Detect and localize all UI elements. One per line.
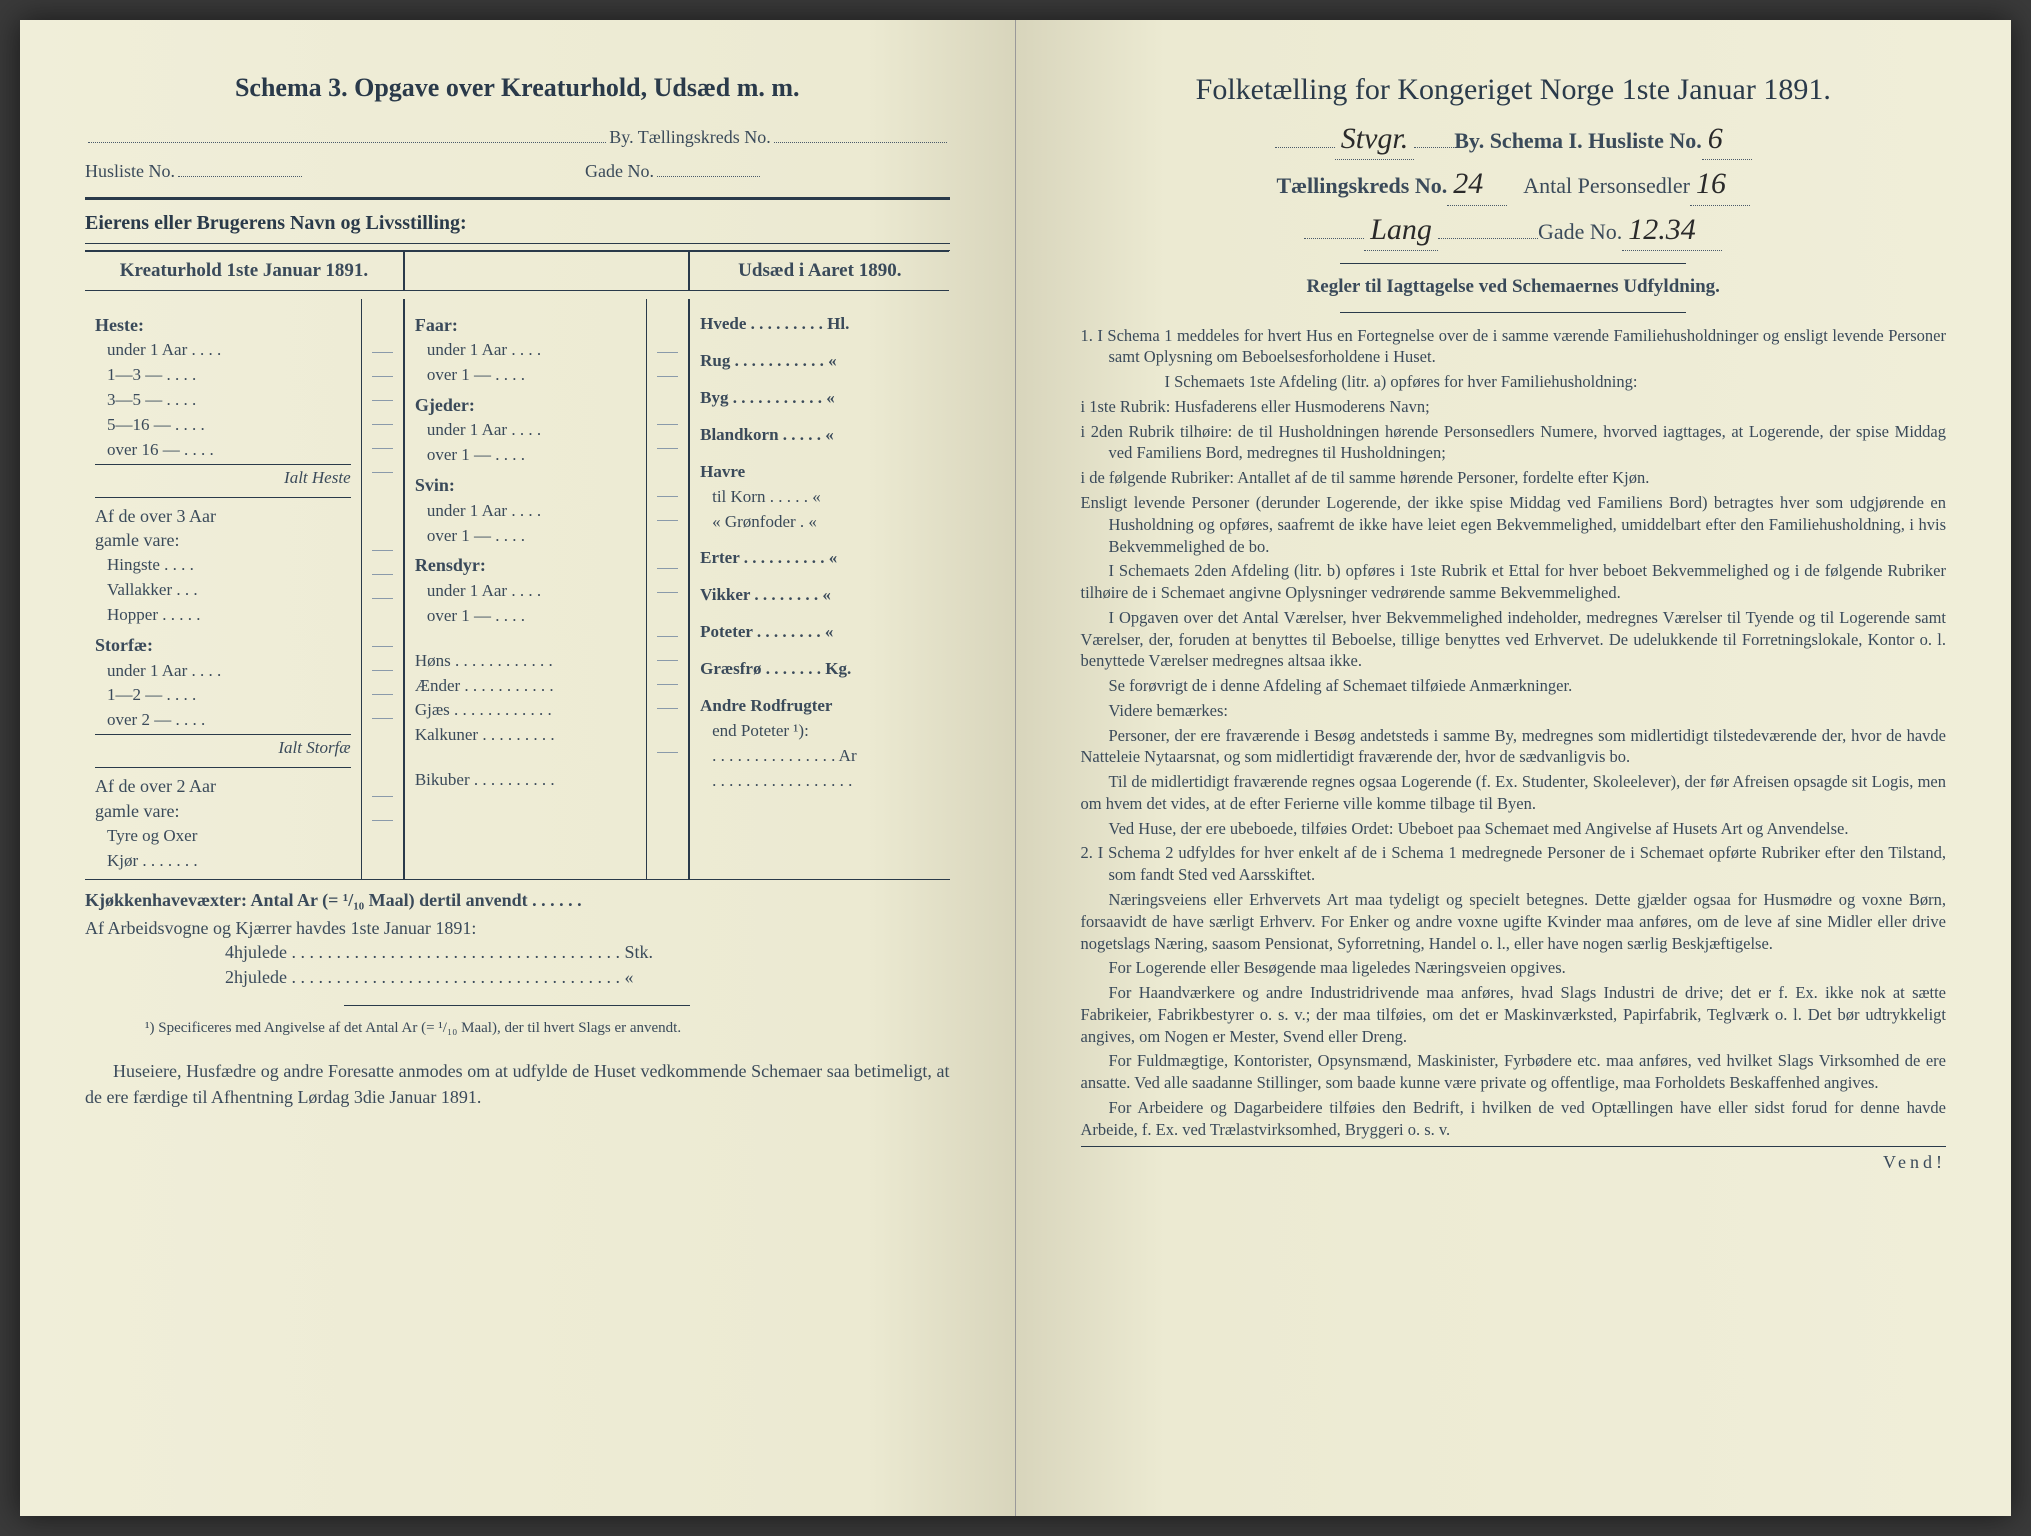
- husliste-no-value: 6: [1702, 119, 1752, 161]
- rule-2: 2. I Schema 2 udfyldes for hver enkelt a…: [1081, 842, 1947, 886]
- storfae-heading: Storfæ:: [95, 633, 351, 657]
- col2-values: [647, 299, 690, 879]
- arbeidsvogne-line: Af Arbeidsvogne og Kjærrer havdes 1ste J…: [85, 916, 950, 940]
- rule-1f: I Schemaets 2den Afdeling (litr. b) opfø…: [1081, 560, 1947, 604]
- by-line: By. Tællingskreds No.: [85, 123, 950, 149]
- rule-1d: i de følgende Rubriker: Antallet af de t…: [1081, 467, 1947, 489]
- heste-heading: Heste:: [95, 313, 351, 337]
- rule-2d: For Fuldmægtige, Kontorister, Opsynsmænd…: [1081, 1050, 1947, 1094]
- rensdyr-heading: Rensdyr:: [415, 553, 636, 577]
- tk-line: Tællingskreds No. 24 Antal Personsedler …: [1081, 164, 1947, 206]
- col-head-kreatur: Kreaturhold 1ste Januar 1891.: [85, 251, 405, 291]
- city-line: Stvgr. By. Schema I. Husliste No. 6: [1081, 119, 1947, 161]
- rule-2e: For Arbeidere og Dagarbeidere tilføies d…: [1081, 1097, 1947, 1141]
- gade-no-value: 12.34: [1622, 210, 1722, 252]
- divider: [1340, 263, 1686, 264]
- kreatur-table: Heste: under 1 Aar . . . . 1—3 — . . . .…: [85, 299, 950, 880]
- husliste-label: Husliste No.: [85, 159, 175, 183]
- svin-heading: Svin:: [415, 473, 636, 497]
- left-page-title: Schema 3. Opgave over Kreaturhold, Udsæd…: [85, 70, 950, 105]
- divider: [85, 197, 950, 200]
- faar-heading: Faar:: [415, 313, 636, 337]
- right-page-title: Folketælling for Kongeriget Norge 1ste J…: [1081, 70, 1947, 111]
- tk-label: Tællingskreds No.: [1276, 171, 1447, 201]
- rule-2a: Næringsveiens eller Erhvervets Art maa t…: [1081, 889, 1947, 954]
- rules-body: 1. I Schema 1 meddeles for hvert Hus en …: [1081, 325, 1947, 1141]
- book-spread: Schema 3. Opgave over Kreaturhold, Udsæd…: [20, 20, 2011, 1516]
- rule-1c: i 2den Rubrik tilhøire: de til Husholdni…: [1081, 421, 1947, 465]
- rule-1g: I Opgaven over det Antal Værelser, hver …: [1081, 607, 1947, 672]
- col1-labels: Heste: under 1 Aar . . . . 1—3 — . . . .…: [85, 299, 362, 879]
- rule-2c: For Haandværkere og andre Industridriven…: [1081, 982, 1947, 1047]
- antal-no-value: 16: [1690, 164, 1750, 206]
- four-wheel: 4hjulede . . . . . . . . . . . . . . . .…: [85, 940, 950, 964]
- street-value: Lang: [1364, 210, 1438, 252]
- rule-1a: I Schemaets 1ste Afdeling (litr. a) opfø…: [1081, 371, 1947, 393]
- by-schema-label: By. Schema I. Husliste No.: [1454, 126, 1702, 156]
- bottom-paragraph: Huseiere, Husfædre og andre Foresatte an…: [85, 1058, 950, 1110]
- rule-2b: For Logerende eller Besøgende maa ligele…: [1081, 957, 1947, 979]
- rule-1j: Personer, der ere fraværende i Besøg and…: [1081, 725, 1947, 769]
- col3-udsaed: Hvede . . . . . . . . . Hl. Rug . . . . …: [690, 299, 949, 879]
- gjeder-heading: Gjeder:: [415, 393, 636, 417]
- divider: [85, 243, 950, 244]
- gade-label: Gade No.: [585, 159, 654, 183]
- divider: [344, 1005, 690, 1006]
- vend-label: Vend!: [1081, 1146, 1947, 1174]
- divider: [1340, 312, 1686, 313]
- husliste-line: Husliste No. Gade No.: [85, 157, 950, 183]
- kjokken-line: Kjøkkenhavevæxter: Antal Ar (= ¹/₁₀ Maal…: [85, 888, 950, 912]
- rule-1b: i 1ste Rubrik: Husfaderens eller Husmode…: [1081, 396, 1947, 418]
- rule-1: 1. I Schema 1 meddeles for hvert Hus en …: [1081, 325, 1947, 369]
- rule-1e: Ensligt levende Personer (derunder Loger…: [1081, 492, 1947, 557]
- left-page: Schema 3. Opgave over Kreaturhold, Udsæd…: [20, 20, 1016, 1516]
- right-page: Folketælling for Kongeriget Norge 1ste J…: [1016, 20, 2012, 1516]
- footnote: ¹) Specificeres med Angivelse af det Ant…: [133, 1018, 950, 1038]
- two-wheel: 2hjulede . . . . . . . . . . . . . . . .…: [85, 965, 950, 989]
- rule-1h: Se forøvrigt de i denne Afdeling af Sche…: [1081, 675, 1947, 697]
- antal-label: Antal Personsedler: [1523, 171, 1690, 201]
- gade-label-right: Gade No.: [1538, 217, 1622, 247]
- city-value: Stvgr.: [1335, 119, 1415, 161]
- by-label: By. Tællingskreds No.: [609, 125, 771, 149]
- rule-1l: Ved Huse, der ere ubeboede, tilføies Ord…: [1081, 818, 1947, 840]
- rules-title: Regler til Iagttagelse ved Schemaernes U…: [1081, 274, 1947, 300]
- col1-values: [362, 299, 405, 879]
- tk-no-value: 24: [1447, 164, 1507, 206]
- col-head-udsaed: Udsæd i Aaret 1890.: [690, 251, 949, 291]
- owner-label: Eierens eller Brugerens Navn og Livsstil…: [85, 210, 950, 237]
- table-header-row: Kreaturhold 1ste Januar 1891. Udsæd i Aa…: [85, 250, 950, 291]
- col2-labels: Faar: under 1 Aar . . . . over 1 — . . .…: [405, 299, 647, 879]
- street-line: Lang Gade No. 12.34: [1081, 210, 1947, 252]
- rule-1i: Videre bemærkes:: [1081, 700, 1947, 722]
- rule-1k: Til de midlertidigt fraværende regnes og…: [1081, 771, 1947, 815]
